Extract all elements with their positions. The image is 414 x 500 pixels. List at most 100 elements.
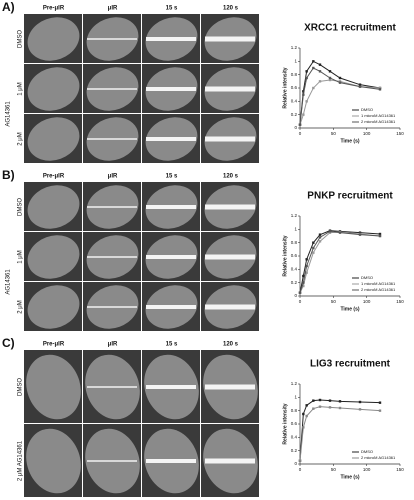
y-tick-label: 1: [294, 395, 297, 400]
point: [328, 230, 332, 233]
y-tick-label: 0.6: [291, 421, 298, 426]
point: [298, 123, 302, 126]
irradiation-stripe: [87, 138, 137, 140]
point: [328, 231, 332, 234]
point: [305, 70, 308, 73]
nucleus: [27, 235, 80, 279]
y-tick-label: 0: [294, 125, 297, 130]
irradiation-stripe: [87, 306, 137, 308]
point: [302, 284, 305, 288]
legend-label: DMSO: [361, 275, 373, 280]
column-header: 15 s: [166, 174, 178, 180]
point: [302, 93, 305, 96]
column-header: Pre-μIR: [43, 6, 65, 12]
point: [338, 400, 342, 403]
y-tick-label: 1.2: [291, 381, 298, 386]
point: [338, 81, 342, 84]
group-label: AG14361: [6, 269, 12, 295]
x-axis-label: Time (s): [340, 306, 359, 312]
y-tick-label: 1: [294, 227, 297, 232]
panel-label: A): [2, 0, 15, 14]
legend-label: DMSO: [361, 449, 373, 454]
irradiation-stripe: [205, 304, 255, 310]
point: [318, 236, 322, 239]
point: [302, 412, 305, 416]
point: [302, 113, 305, 116]
y-tick-label: 0.6: [291, 253, 298, 258]
point: [312, 241, 315, 244]
point: [305, 264, 308, 268]
point: [312, 251, 315, 254]
irradiation-stripe: [146, 459, 196, 463]
legend-label: 2 microM AG14361: [361, 455, 396, 460]
legend-label: 2 microM AG14361: [361, 119, 396, 124]
x-tick-label: 150: [396, 131, 404, 136]
column-header: μIR: [108, 6, 118, 12]
x-tick-label: 150: [396, 299, 404, 304]
point: [312, 66, 315, 70]
point: [312, 60, 315, 63]
point: [358, 231, 362, 234]
point: [305, 404, 308, 407]
y-tick-label: 0.4: [291, 435, 298, 440]
point: [305, 76, 308, 80]
column-header: Pre-μIR: [43, 174, 65, 180]
nucleus: [26, 428, 81, 494]
nucleus: [27, 117, 80, 161]
point: [378, 232, 382, 236]
y-tick-label: 0.2: [291, 448, 298, 453]
irradiation-stripe: [205, 86, 255, 92]
y-tick-label: 0.6: [291, 85, 298, 90]
irradiation-stripe: [146, 87, 196, 91]
x-tick-label: 100: [363, 131, 371, 136]
chart-title: XRCC1 recruitment: [304, 23, 396, 34]
y-tick-label: 0.8: [291, 408, 298, 413]
irradiation-stripe: [87, 386, 137, 388]
point: [378, 401, 382, 404]
irradiation-stripe: [87, 38, 137, 40]
legend-label: 1 microM AG14361: [361, 281, 396, 286]
point: [358, 85, 362, 88]
y-axis-label: Relative intensity: [282, 235, 288, 276]
point: [312, 86, 315, 90]
nucleus: [27, 185, 80, 229]
irradiation-stripe: [205, 136, 255, 142]
y-axis-label: Relative intensity: [282, 67, 288, 108]
point: [378, 234, 382, 238]
column-header: 120 s: [223, 342, 239, 348]
point: [302, 274, 305, 278]
point: [328, 78, 332, 82]
x-tick-label: 0: [299, 299, 302, 304]
point: [338, 76, 342, 80]
irradiation-stripe: [205, 384, 255, 390]
x-tick-label: 50: [331, 131, 337, 136]
x-tick-label: 150: [396, 467, 404, 472]
row-label: 2 μM: [18, 132, 24, 145]
y-tick-label: 0: [294, 461, 297, 466]
point: [305, 414, 308, 418]
irradiation-stripe: [87, 206, 137, 208]
nucleus: [27, 285, 80, 329]
irradiation-stripe: [146, 255, 196, 259]
point: [318, 80, 322, 83]
point: [358, 233, 362, 236]
point: [305, 100, 308, 103]
panel-label: B): [2, 168, 15, 182]
point: [318, 240, 322, 243]
panel-label: C): [2, 336, 15, 350]
point: [378, 88, 382, 91]
irradiation-stripe: [146, 137, 196, 141]
irradiation-stripe: [146, 305, 196, 309]
legend-label: DMSO: [361, 107, 373, 112]
point: [312, 246, 315, 250]
y-tick-label: 0.2: [291, 112, 298, 117]
x-axis-label: Time (s): [340, 138, 359, 144]
group-label: AG14361: [6, 101, 12, 127]
chart-title: PNKP recruitment: [307, 191, 393, 202]
point: [312, 399, 315, 402]
y-tick-label: 1.2: [291, 45, 298, 50]
irradiation-stripe: [87, 88, 137, 90]
column-header: μIR: [108, 342, 118, 348]
point: [318, 405, 322, 408]
